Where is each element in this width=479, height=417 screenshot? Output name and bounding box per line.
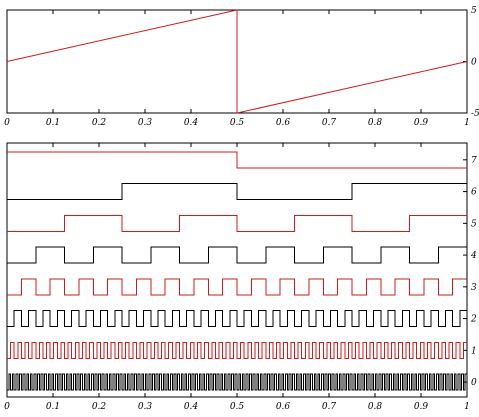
bit-5-waveform	[7, 214, 467, 232]
top-y-tick-label: 0	[471, 58, 477, 68]
bit-6-waveform	[7, 183, 467, 201]
bottom-y-tick-label: 3	[471, 283, 477, 293]
bottom-x-tick-label: 0.3	[138, 402, 153, 412]
bit-2-waveform	[7, 310, 467, 328]
bottom-y-tick-label: 0	[471, 378, 477, 388]
top-x-tick-label: 0.6	[276, 118, 291, 128]
bit-waveform-chart: 0 0.1 0.2 0.3 0.4 0.5 0.6 0.7 0.8 0.9 1 7 6 5 4 3 2 1 0	[4, 142, 477, 412]
top-y-tick-label: -5	[471, 109, 479, 119]
top-x-tick-label: 0.4	[184, 118, 199, 128]
bottom-y-tick-label: 6	[471, 188, 477, 198]
bottom-x-tick-label: 0.2	[92, 402, 107, 412]
top-x-tick-label: 0	[4, 118, 10, 128]
bottom-x-tick-label: 0.8	[368, 402, 383, 412]
top-x-tick-label: 0.2	[92, 118, 107, 128]
bottom-y-tick-label: 1	[471, 346, 477, 356]
bit-3-waveform	[7, 278, 467, 296]
bottom-plot-frame	[6, 142, 468, 398]
top-x-tick-label: 0.5	[230, 118, 245, 128]
top-x-tick-label: 0.3	[138, 118, 153, 128]
bottom-x-tick-label: 0.5	[230, 402, 245, 412]
top-x-tick-label: 1	[464, 118, 470, 128]
bottom-x-tick-label: 0.1	[46, 402, 60, 412]
sawtooth-chart: 0 0.1 0.2 0.3 0.4 0.5 0.6 0.7 0.8 0.9 1 5 0 -5	[4, 6, 479, 128]
bottom-x-tick-label: 1	[464, 402, 470, 412]
bottom-x-tick-label: 0.7	[322, 402, 337, 412]
bit-0-waveform	[7, 373, 467, 391]
bit-1-waveform	[7, 341, 467, 359]
top-y-tick-label: 5	[471, 6, 477, 16]
sawtooth-series-line	[6, 9, 468, 114]
bottom-y-tick-label: 4	[470, 251, 477, 261]
top-x-tick-label: 0.7	[322, 118, 337, 128]
bit-4-waveform	[7, 246, 467, 264]
top-x-tick-label: 0.9	[414, 118, 429, 128]
bottom-y-tick-label: 2	[470, 315, 477, 325]
top-x-tick-label: 0.1	[46, 118, 60, 128]
bottom-y-tick-label: 5	[471, 219, 477, 229]
bottom-x-tick-label: 0	[4, 402, 10, 412]
bit-7-waveform	[7, 151, 467, 169]
bottom-y-tick-label: 7	[471, 156, 477, 166]
bottom-x-tick-label: 0.9	[414, 402, 429, 412]
top-x-tick-label: 0.8	[368, 118, 383, 128]
bottom-x-tick-label: 0.6	[276, 402, 291, 412]
bottom-x-tick-label: 0.4	[184, 402, 199, 412]
